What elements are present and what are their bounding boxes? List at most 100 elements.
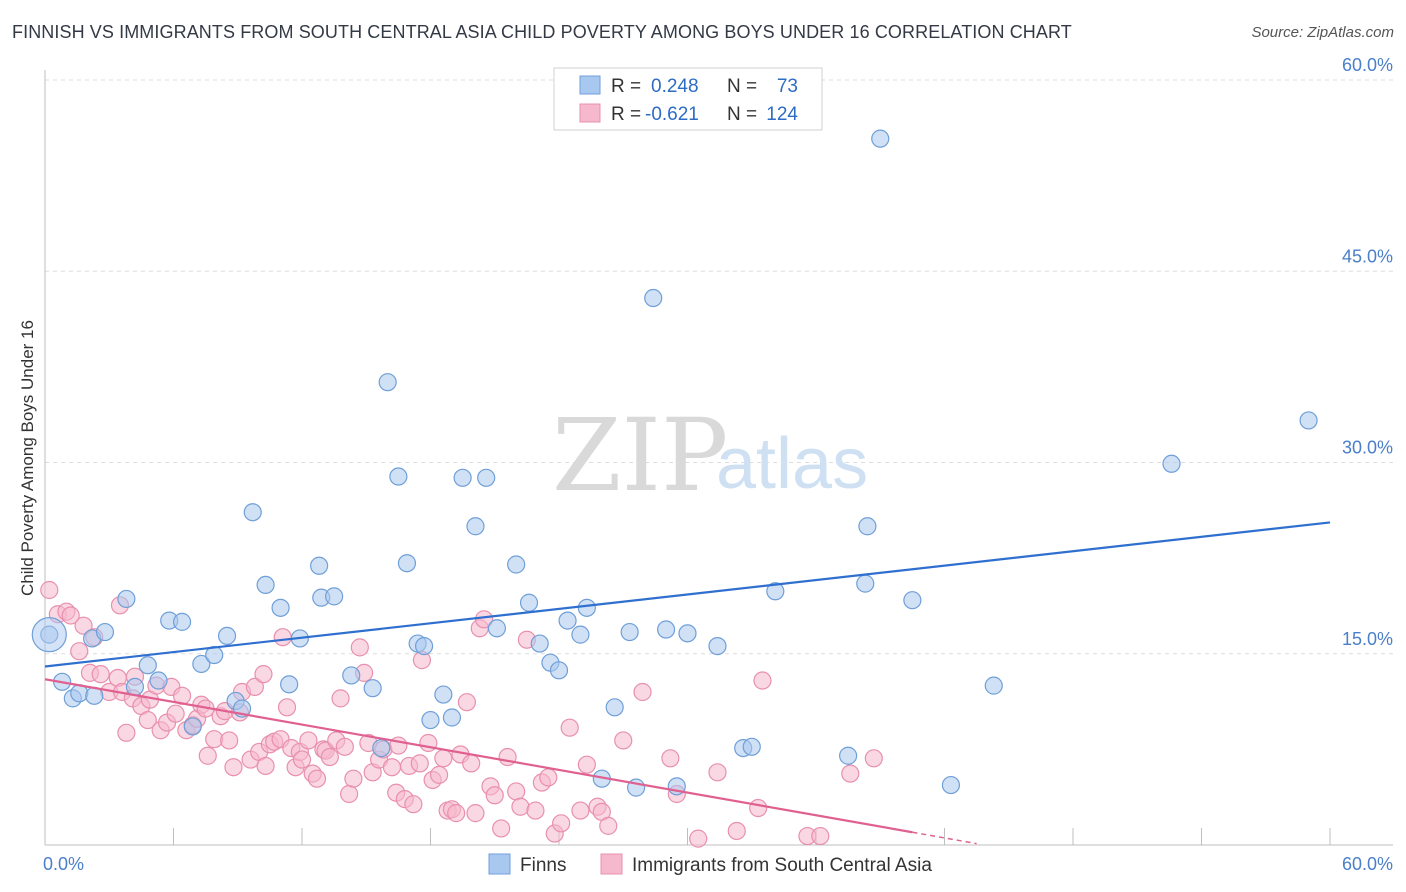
y-axis-label: Child Poverty Among Boys Under 16 (18, 320, 37, 596)
trend-lines (44, 521, 1331, 845)
scatter-point (429, 765, 449, 784)
scatter-point (404, 795, 423, 814)
legend-swatch-finns (579, 75, 601, 95)
scatter-point (571, 625, 590, 644)
watermark: ZIP atlas (552, 397, 868, 514)
stats-legend: R = 0.248 N = 73 R = -0.621 N = 124 (553, 67, 823, 131)
legend-n-label-2: N = (727, 104, 757, 125)
scatter-point (605, 698, 624, 717)
trend-line-finns (44, 521, 1331, 668)
scatter-point (577, 598, 596, 617)
scatter-point (656, 620, 676, 639)
scatter-point (457, 693, 477, 712)
scatter-point (1162, 454, 1181, 473)
scatter-point (841, 764, 860, 783)
bottom-legend-immigrants: Immigrants from South Central Asia (632, 855, 932, 876)
gridlines (45, 79, 1393, 655)
scatter-point (117, 589, 136, 609)
scatter-point (166, 704, 185, 723)
scatter-point (320, 747, 339, 767)
scatter-point (310, 556, 329, 575)
scatter-point (442, 708, 462, 727)
scatter-point (363, 679, 382, 698)
scatter-point (487, 619, 506, 638)
bottom-legend-swatch-finns (488, 853, 511, 875)
scatter-point (382, 758, 402, 777)
scatter-point (577, 755, 596, 774)
scatter-point (70, 642, 89, 661)
legend-r-value-2: -0.621 (645, 104, 699, 125)
legend-n-value-1: 73 (777, 76, 798, 97)
trend-line-immigrants-extension (912, 831, 977, 845)
scatter-point (492, 819, 511, 838)
legend-n-value-2: 124 (766, 104, 798, 125)
legend-r-label-1: R = (611, 76, 641, 97)
bottom-legend-finns: Finns (520, 855, 566, 876)
scatter-point (753, 671, 772, 690)
scatter-point (217, 626, 237, 646)
scatter-point (91, 665, 110, 684)
scatter-point (560, 718, 579, 737)
scatter-point (389, 467, 408, 486)
scatter-point (117, 723, 136, 742)
scatter-point (245, 677, 264, 697)
x-axis-ticks (44, 828, 1331, 845)
scatter-point (280, 675, 299, 694)
scatter-point (839, 746, 858, 765)
scatter-point (661, 749, 680, 768)
scatter-point (331, 689, 350, 708)
scatter-point (599, 816, 618, 835)
scatter-point (1299, 411, 1318, 430)
x-tick-label-min: 0.0% (43, 854, 84, 874)
scatter-point (138, 710, 157, 730)
scatter-point (708, 636, 727, 656)
finns-points (31, 129, 1318, 797)
scatter-point (372, 738, 391, 758)
scatter-point (549, 661, 569, 680)
scatter-point (198, 746, 217, 765)
scatter-point (224, 758, 243, 777)
scatter-point (414, 636, 434, 656)
scatter-point (614, 731, 633, 750)
scatter-point (511, 797, 530, 816)
chart-title: FINNISH VS IMMIGRANTS FROM SOUTH CENTRAL… (12, 22, 1072, 42)
scatter-point (984, 676, 1003, 695)
scatter-point (447, 804, 466, 823)
legend-r-label-2: R = (611, 104, 641, 125)
scatter-point (172, 612, 192, 631)
scatter-point (325, 587, 344, 606)
scatter-point (256, 575, 275, 595)
scatter-point (766, 582, 785, 601)
scatter-point (205, 730, 224, 749)
scatter-point (466, 517, 485, 536)
watermark-zip: ZIP (552, 397, 728, 514)
scatter-point (620, 622, 639, 642)
series-legend: Finns Immigrants from South Central Asia (488, 853, 932, 876)
scatter-point (858, 517, 877, 536)
scatter-point (421, 710, 440, 730)
scatter-point (742, 737, 761, 756)
scatter-point (530, 634, 549, 653)
scatter-point (254, 665, 273, 684)
scatter-point (571, 801, 590, 820)
scatter-point (558, 611, 577, 630)
scatter-point (903, 591, 922, 610)
scatter-point (378, 373, 397, 392)
scatter-point (410, 754, 429, 773)
scatter-point (125, 677, 145, 697)
scatter-point (526, 801, 545, 820)
scatter-point (342, 666, 361, 685)
scatter-point (434, 749, 453, 768)
scatter-point (192, 654, 211, 674)
scatter-point (727, 821, 746, 841)
scatter-point (292, 750, 312, 769)
scatter-point (519, 593, 539, 612)
scatter-point (61, 606, 80, 625)
scatter-point (256, 756, 275, 776)
scatter-point (678, 624, 697, 643)
scatter-point (149, 671, 168, 690)
scatter-point-large (31, 617, 67, 653)
scatter-point (941, 775, 961, 795)
y-tick-label: 45.0% (1342, 246, 1393, 266)
